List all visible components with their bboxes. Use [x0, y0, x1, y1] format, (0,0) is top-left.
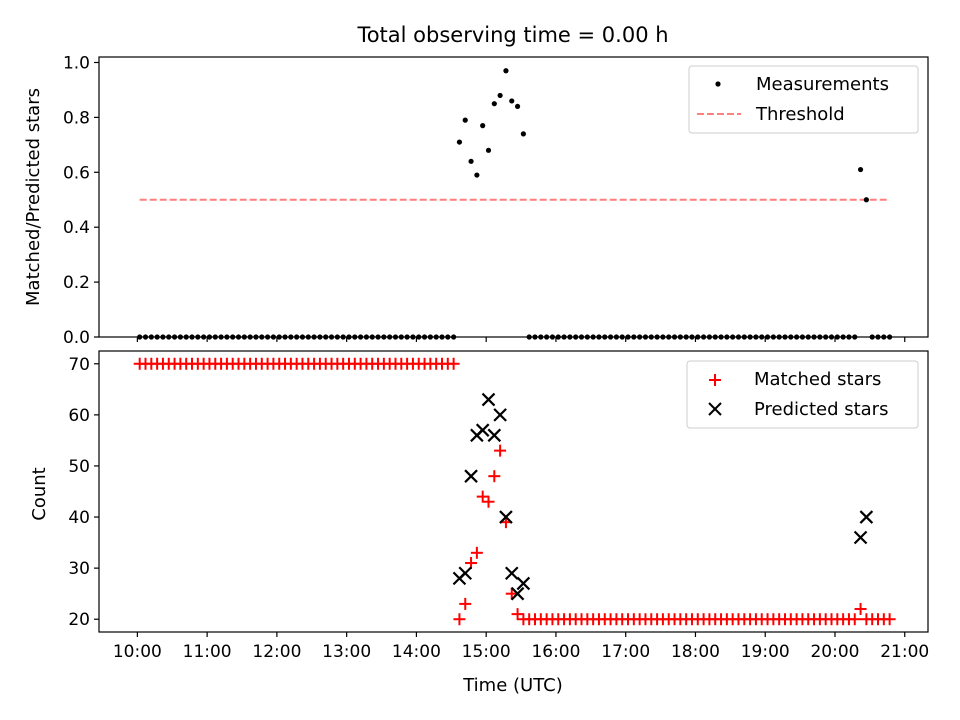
top-y-axis: 0.0 0.2 0.4 0.6 0.8 1.0	[63, 53, 99, 348]
bottom-y-tick-label: 30	[68, 559, 90, 579]
predicted-star-point	[475, 423, 490, 437]
predicted-star-point	[516, 576, 531, 591]
bottom-legend-frame	[686, 360, 919, 429]
matched-star-point	[447, 357, 460, 370]
bottom-y-tick-label: 50	[68, 457, 90, 477]
predicted-star-point	[499, 510, 513, 524]
top-y-tick-label: 0.0	[63, 328, 90, 348]
top-legend-frame	[688, 65, 919, 134]
matched-star-point	[848, 613, 861, 626]
matched-star-point	[465, 557, 478, 570]
x-tick-label: 10:00	[113, 642, 162, 662]
top-y-tick-label: 1.0	[63, 53, 90, 73]
matched-star-point	[883, 613, 896, 626]
legend-matched-marker	[709, 374, 721, 386]
top-legend: Measurements Threshold	[688, 65, 919, 134]
predicted-star-point	[487, 428, 502, 443]
matched-star-point	[482, 495, 495, 508]
top-y-tick-label: 0.8	[63, 108, 90, 128]
measurement-point	[480, 123, 486, 129]
measurement-point	[857, 166, 864, 173]
legend-matched-label: Matched stars	[754, 369, 881, 390]
bottom-y-tick-label: 60	[68, 406, 90, 426]
x-tick-label: 21:00	[880, 642, 929, 662]
legend-predicted-label: Predicted stars	[754, 399, 888, 420]
measurement-point	[491, 101, 497, 107]
measurement-point	[468, 158, 474, 164]
measurement-point	[503, 68, 509, 74]
measurement-point	[485, 147, 492, 153]
measurement-point	[456, 139, 463, 145]
top-axes-frame	[98, 56, 929, 338]
matched-star-point	[854, 603, 867, 616]
x-tick-label: 15:00	[462, 642, 511, 662]
measurement-point	[462, 117, 468, 123]
legend-measurements-marker	[715, 81, 721, 87]
predicted-star-point	[458, 566, 473, 581]
x-tick-label: 12:00	[252, 642, 301, 662]
x-tick-label: 14:00	[392, 642, 441, 662]
top-subplot: 0.0 0.2 0.4 0.6 0.8 1.0 Matched/Predicted sta…	[23, 53, 929, 348]
bottom-subplot: 20 30 40 50 60 70 10:00 11:00 12:00 13:00 14:00 15…	[29, 350, 929, 696]
top-y-tick-label: 0.4	[63, 218, 90, 238]
matched-star-point	[488, 470, 501, 483]
predicted-star-point	[464, 469, 478, 483]
bottom-y-tick-label: 20	[68, 610, 90, 630]
bottom-plot-marks	[133, 357, 896, 626]
legend-measurements-label: Measurements	[756, 74, 889, 95]
top-y-tick-label: 0.6	[63, 163, 90, 183]
top-y-tick-label: 0.2	[63, 273, 90, 293]
matched-star-point	[459, 597, 472, 610]
bottom-y-axis: 20 30 40 50 60 70	[68, 355, 99, 630]
x-tick-label: 19:00	[741, 642, 790, 662]
predicted-star-point	[510, 586, 525, 601]
legend-predicted-marker	[708, 402, 722, 416]
matched-star-point	[511, 608, 524, 621]
bottom-x-axis: 10:00 11:00 12:00 13:00 14:00 15:00 16:00 17:00…	[113, 632, 929, 662]
measurement-point	[509, 98, 515, 104]
predicted-star-point	[853, 530, 868, 545]
x-tick-label: 16:00	[531, 642, 580, 662]
top-y-axis-label: Matched/Predicted stars	[23, 88, 44, 306]
matched-star-point	[476, 490, 489, 503]
matched-star-point	[494, 444, 507, 457]
x-axis-label: Time (UTC)	[462, 675, 563, 696]
x-tick-label: 20:00	[810, 642, 859, 662]
matched-star-point	[470, 546, 483, 559]
figure-title: Total observing time = 0.00 h	[356, 23, 668, 47]
measurement-point	[863, 197, 869, 203]
matched-star-point	[453, 613, 466, 626]
top-x-axis-ticks	[136, 337, 906, 342]
bottom-y-tick-label: 70	[68, 355, 90, 375]
bottom-legend: Matched stars Predicted stars	[686, 360, 919, 429]
measurement-point	[497, 92, 503, 99]
measurement-point	[514, 103, 521, 110]
x-tick-label: 17:00	[601, 642, 650, 662]
x-tick-label: 18:00	[671, 642, 720, 662]
measurement-point	[474, 172, 480, 178]
predicted-star-point	[504, 566, 519, 581]
bottom-y-tick-label: 40	[68, 508, 90, 528]
measurement-point	[520, 131, 526, 137]
matched-star-point	[505, 587, 518, 600]
bottom-axes-frame	[98, 350, 929, 633]
legend-threshold-label: Threshold	[755, 104, 845, 125]
predicted-star-point	[481, 392, 496, 407]
x-tick-label: 13:00	[322, 642, 371, 662]
predicted-star-point	[859, 510, 874, 524]
x-tick-label: 11:00	[183, 642, 232, 662]
predicted-star-point	[493, 408, 507, 422]
bottom-y-axis-label: Count	[29, 467, 50, 520]
